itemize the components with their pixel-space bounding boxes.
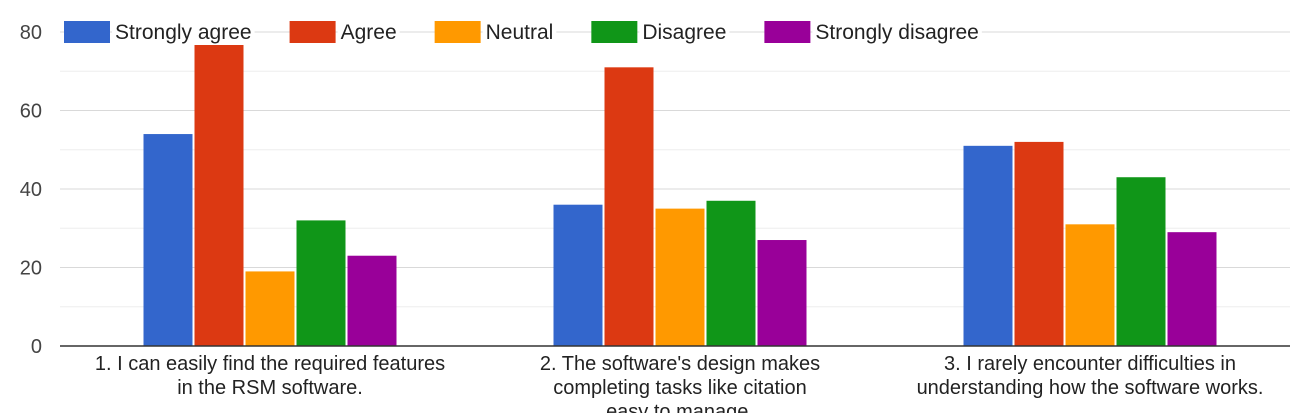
- legend-label: Agree: [341, 21, 397, 44]
- bar-agree: [604, 67, 654, 346]
- legend-swatch: [434, 21, 481, 43]
- bar-neutral: [655, 208, 705, 346]
- bar-neutral: [245, 271, 295, 346]
- legend-swatch: [764, 21, 811, 43]
- legend-label: Disagree: [642, 21, 726, 44]
- bar-disagree: [706, 200, 756, 346]
- legend-swatch: [64, 21, 110, 43]
- y-axis-ticks: 0 20 40 60 80: [20, 22, 42, 358]
- legend-item: Neutral: [434, 19, 557, 45]
- legend-item: Strongly disagree: [764, 19, 982, 45]
- legend-label: Strongly disagree: [815, 21, 978, 44]
- legend-item: Agree: [289, 19, 400, 45]
- bar-disagree: [296, 220, 346, 346]
- category-labels: 1. I can easily find the required featur…: [95, 353, 1264, 413]
- legend-item: Strongly agree: [64, 19, 255, 45]
- bar-disagree: [1116, 177, 1166, 346]
- y-tick-label: 60: [20, 101, 42, 123]
- bar-strongly-disagree: [757, 240, 807, 346]
- category-label: 1. I can easily find the required featur…: [95, 353, 445, 399]
- bar-strongly-disagree: [347, 255, 397, 346]
- y-tick-label: 0: [31, 336, 42, 358]
- legend: Strongly agree Agree Neutral Disagree Strong…: [64, 19, 982, 45]
- bar-strongly-agree: [143, 134, 193, 346]
- bar-strongly-agree: [963, 145, 1013, 346]
- bar-agree: [1014, 141, 1064, 346]
- y-tick-label: 20: [20, 258, 42, 280]
- bar-agree: [194, 39, 244, 346]
- bar-strongly-disagree: [1167, 232, 1217, 346]
- y-tick-label: 80: [20, 22, 42, 44]
- legend-label: Neutral: [486, 21, 554, 44]
- category-label: 2. The software's design makes completing…: [540, 353, 820, 413]
- y-tick-label: 40: [20, 179, 42, 201]
- legend-item: Disagree: [591, 19, 730, 45]
- bars: [143, 39, 1217, 346]
- legend-label: Strongly agree: [115, 21, 252, 44]
- category-label: 3. I rarely encounter difficulties in und…: [917, 353, 1264, 399]
- legend-swatch: [591, 21, 638, 43]
- bar-strongly-agree: [553, 204, 603, 346]
- legend-swatch: [289, 21, 336, 43]
- bar-neutral: [1065, 224, 1115, 346]
